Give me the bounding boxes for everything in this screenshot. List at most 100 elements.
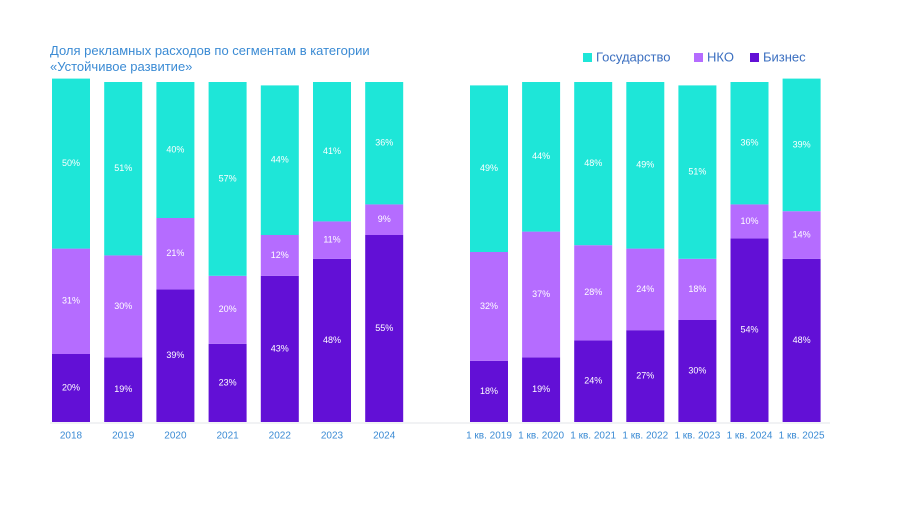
- bar-segment: [104, 82, 143, 256]
- x-tick-label: 1 кв. 2022: [622, 431, 668, 442]
- value-label: 51%: [114, 163, 132, 173]
- value-label: 30%: [114, 301, 132, 311]
- value-label: 54%: [740, 325, 758, 335]
- bar-segment: [730, 238, 769, 422]
- value-label: 9%: [378, 214, 391, 224]
- bar-segment: [574, 245, 613, 341]
- bar-segment: [470, 85, 508, 253]
- x-tick-label: 1 кв. 2020: [518, 431, 564, 442]
- value-label: 32%: [480, 301, 498, 311]
- value-label: 31%: [62, 296, 80, 306]
- bar-segment: [626, 248, 665, 331]
- value-label: 49%: [480, 163, 498, 173]
- value-label: 30%: [688, 365, 706, 375]
- value-label: 55%: [375, 323, 393, 333]
- legend-swatch: [583, 53, 592, 62]
- bar-segment: [365, 204, 404, 235]
- value-label: 14%: [793, 229, 811, 239]
- legend-label: НКО: [707, 49, 734, 64]
- bar-segment: [313, 258, 351, 422]
- value-label: 48%: [793, 335, 811, 345]
- value-label: 24%: [584, 376, 602, 386]
- bar-segment: [678, 85, 717, 259]
- bar-segment: [470, 252, 508, 361]
- bar-segment: [365, 235, 404, 422]
- value-label: 28%: [584, 287, 602, 297]
- value-label: 48%: [323, 335, 341, 345]
- bar-segment: [260, 85, 299, 236]
- x-tick-label: 1 кв. 2024: [727, 431, 773, 442]
- x-tick-label: 2024: [373, 431, 396, 442]
- bar-segment: [626, 82, 665, 249]
- value-label: 44%: [271, 155, 289, 165]
- bar-segment: [156, 82, 195, 218]
- value-label: 41%: [323, 146, 341, 156]
- bar-segment: [156, 289, 195, 422]
- legend-label: Бизнес: [763, 49, 806, 64]
- x-tick-label: 2019: [112, 431, 135, 442]
- x-tick-label: 2023: [321, 431, 344, 442]
- bar-segment: [782, 78, 821, 212]
- value-label: 48%: [584, 158, 602, 168]
- bar-segment: [104, 357, 143, 422]
- value-label: 20%: [62, 382, 80, 392]
- x-tick-label: 1 кв. 2025: [779, 431, 825, 442]
- bar-segment: [470, 360, 508, 422]
- value-label: 50%: [62, 158, 80, 168]
- bar-segment: [522, 357, 561, 422]
- value-label: 44%: [532, 151, 550, 161]
- value-label: 23%: [219, 377, 237, 387]
- bar-segment: [208, 275, 247, 344]
- value-label: 18%: [688, 284, 706, 294]
- value-label: 20%: [219, 304, 237, 314]
- legend-label: Государство: [596, 49, 670, 64]
- value-label: 39%: [166, 350, 184, 360]
- bar-segment: [260, 235, 299, 276]
- x-tick-label: 1 кв. 2021: [570, 431, 616, 442]
- bar-segment: [208, 343, 247, 422]
- x-tick-label: 2021: [216, 431, 239, 442]
- value-label: 27%: [636, 370, 654, 380]
- value-label: 36%: [375, 138, 393, 148]
- bar-segment: [678, 320, 717, 422]
- value-label: 21%: [166, 248, 184, 258]
- value-label: 12%: [271, 250, 289, 260]
- value-label: 11%: [323, 234, 340, 244]
- bar-segment: [208, 82, 247, 276]
- x-tick-label: 1 кв. 2019: [466, 431, 512, 442]
- bar-segment: [522, 82, 561, 232]
- x-tick-label: 2018: [60, 431, 83, 442]
- legend-swatch: [694, 53, 703, 62]
- value-label: 19%: [114, 384, 132, 394]
- value-label: 49%: [636, 160, 654, 170]
- bar-segment: [574, 340, 613, 422]
- value-label: 43%: [271, 343, 289, 353]
- x-tick-label: 2022: [269, 431, 292, 442]
- bar-segment: [52, 248, 90, 354]
- value-label: 40%: [166, 144, 184, 154]
- bar-segment: [574, 82, 613, 246]
- x-tick-label: 2020: [164, 431, 187, 442]
- bar-segment: [730, 204, 769, 239]
- bar-segment: [313, 221, 351, 259]
- bar-segment: [365, 82, 404, 205]
- value-label: 39%: [793, 139, 811, 149]
- bar-segment: [52, 78, 90, 249]
- bar-segment: [260, 275, 299, 422]
- x-tick-label: 1 кв. 2023: [674, 431, 720, 442]
- bar-segment: [782, 258, 821, 422]
- value-label: 37%: [532, 289, 550, 299]
- bar-segment: [678, 258, 717, 320]
- value-label: 10%: [740, 216, 758, 226]
- value-label: 36%: [740, 138, 758, 148]
- bar-segment: [782, 211, 821, 259]
- bar-segment: [626, 330, 665, 422]
- value-label: 57%: [219, 173, 237, 183]
- value-label: 19%: [532, 384, 550, 394]
- bar-segment: [313, 82, 351, 222]
- value-label: 51%: [688, 166, 706, 176]
- value-label: 24%: [636, 284, 654, 294]
- bar-segment: [156, 218, 195, 290]
